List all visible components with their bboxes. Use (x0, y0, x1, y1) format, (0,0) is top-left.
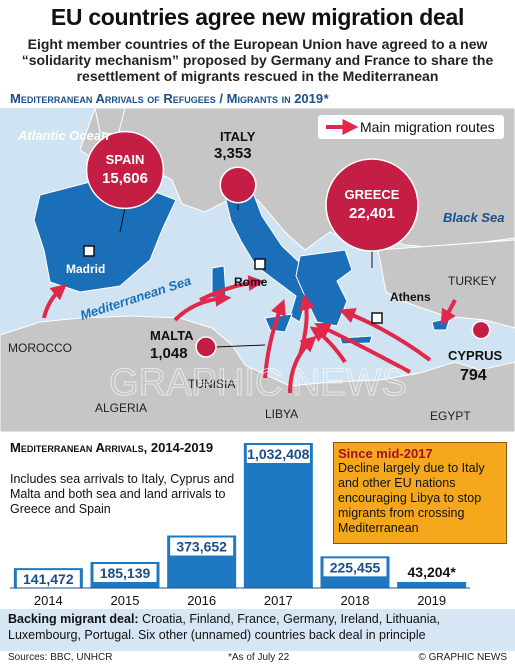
city-label: Rome (234, 275, 268, 289)
deal-text: Croatia, Finland, France, Germany, Irela… (8, 612, 440, 642)
chart-subtitle: Includes sea arrivals to Italy, Cyprus a… (10, 472, 235, 516)
capital-icons (83, 245, 383, 324)
value-label: 225,455 (330, 559, 381, 575)
route-arrow (440, 299, 457, 326)
arrival-circle (195, 336, 217, 358)
arrival-circle (325, 158, 419, 252)
x-tick-label: 2016 (187, 593, 216, 608)
arrival-labels: SPAIN 15,606 ITALY 3,353 GREECE 22,401 M… (102, 129, 502, 384)
arrival-circle (85, 130, 165, 210)
value-label: 185,139 (100, 565, 151, 581)
country-label: LIBYA (265, 407, 298, 421)
route-arrow (288, 335, 317, 394)
country-label: EGYPT (430, 409, 471, 423)
x-tick-label: 2017 (264, 593, 293, 608)
credit: © GRAPHIC NEWS (418, 652, 508, 663)
country-name: SPAIN (106, 152, 145, 167)
country-label: TUNISIA (188, 377, 235, 391)
city-label: Athens (390, 290, 431, 304)
deal-label: Backing migrant deal: (8, 612, 139, 626)
map-title: Mediterranean Arrivals of Refugees / Mig… (10, 91, 328, 106)
bar (397, 581, 467, 588)
bar (243, 443, 313, 588)
value-label: 43,204* (408, 564, 457, 580)
value-label-box (170, 537, 234, 556)
map-title-note: * (323, 91, 329, 106)
country-name: CYPRUS (448, 348, 503, 363)
x-tick-label: 2019 (417, 593, 446, 608)
city-label: Madrid (66, 262, 105, 276)
route-arrow (42, 283, 67, 319)
country-value: 15,606 (102, 170, 148, 187)
annotation-title: Since mid-2017 (338, 446, 433, 461)
sea-label: Black Sea (443, 210, 504, 225)
land-turkey (377, 239, 515, 329)
bar-chart: 141,472 2014 185,139 2015 373,652 2016 1,032,4… (10, 443, 470, 608)
x-tick-label: 2015 (111, 593, 140, 608)
country-value: 794 (460, 367, 487, 384)
country-value: 3,353 (214, 145, 252, 162)
watermark: GRAPHIC NEWS (109, 362, 407, 404)
value-label-box (323, 558, 387, 577)
route-arrow (173, 290, 232, 322)
country-label: TURKEY (448, 274, 497, 288)
map-title-text: Mediterranean Arrivals of Refugees / Mig… (10, 91, 324, 106)
route-arrow (314, 322, 411, 374)
route-arrow (339, 308, 432, 362)
italy (224, 189, 323, 323)
country-label: ALGERIA (95, 401, 147, 415)
country-name: GREECE (345, 187, 400, 202)
legend-box (318, 115, 504, 139)
ocean-label: Atlantic Ocean (17, 128, 109, 143)
footer-box: Backing migrant deal: Croatia, Finland, … (0, 609, 515, 651)
route-arrow (199, 275, 265, 302)
country-name: MALTA (150, 328, 194, 343)
chart-title: Mediterranean Arrivals, 2014-2019 (10, 440, 214, 455)
sources: Sources: BBC, UNHCR (8, 652, 113, 663)
country-name: ITALY (220, 129, 256, 144)
country-label: MOROCCO (8, 341, 72, 355)
arrival-circle (219, 166, 257, 204)
map: Main migration routes SPAIN 15,606 ITALY… (0, 107, 515, 433)
routes (42, 275, 457, 394)
land-africa (0, 315, 515, 433)
value-label-box (93, 563, 157, 582)
legend-label: Main migration routes (360, 119, 495, 135)
title: EU countries agree new migration deal (50, 4, 465, 30)
country-value: 1,048 (150, 345, 188, 362)
subtitle: Eight member countries of the European U… (21, 36, 494, 84)
country-value: 22,401 (349, 205, 395, 222)
value-label: 1,032,408 (247, 446, 309, 462)
value-label-box (246, 445, 310, 463)
annotation-text: Decline largely due to Italy and other E… (338, 461, 485, 535)
x-tick-label: 2014 (34, 593, 63, 608)
arrival-circle (471, 320, 491, 340)
note: *As of July 22 (228, 652, 290, 663)
annotation: Since mid-2017 Decline largely due to Ita… (333, 442, 507, 544)
route-arrow (263, 299, 286, 379)
x-tick-label: 2018 (341, 593, 370, 608)
pointers (119, 204, 373, 348)
value-label: 373,652 (176, 539, 227, 555)
value-label: 141,472 (23, 571, 74, 587)
value-label-box (16, 570, 80, 589)
